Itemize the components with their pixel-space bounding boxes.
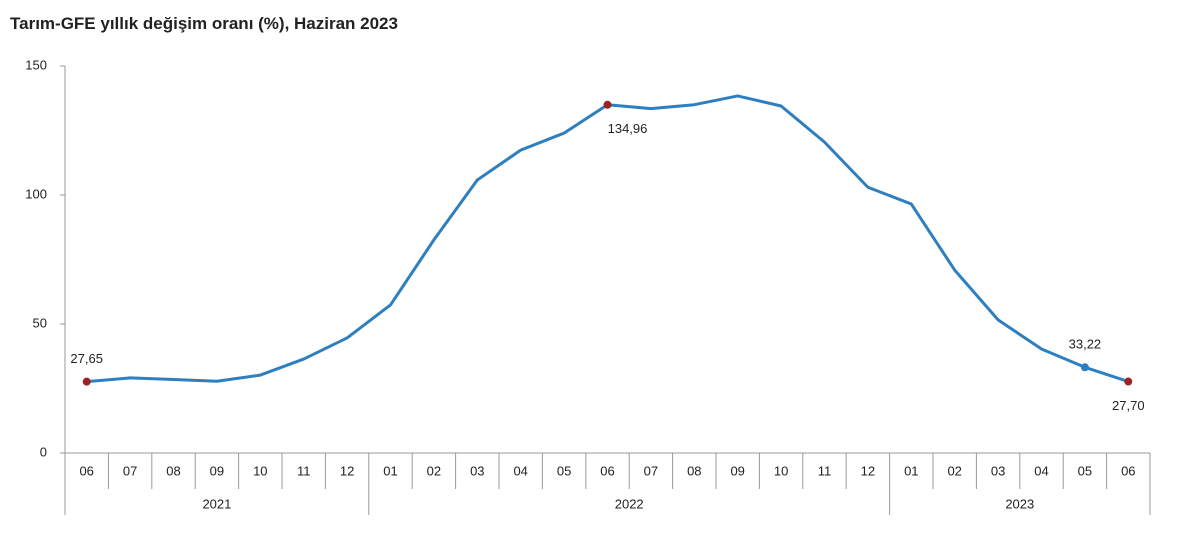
x-tick-label: 10 <box>253 463 267 478</box>
x-tick-label: 05 <box>557 463 571 478</box>
x-tick-label: 06 <box>79 463 93 478</box>
data-label: 33,22 <box>1069 337 1102 352</box>
y-tick-label: 100 <box>25 186 47 201</box>
x-tick-label: 02 <box>947 463 961 478</box>
x-tick-label: 11 <box>818 463 832 478</box>
x-tick-label: 12 <box>861 463 875 478</box>
year-label: 2021 <box>202 496 231 511</box>
point-marker <box>82 377 91 386</box>
x-tick-label: 06 <box>1121 463 1135 478</box>
year-label: 2023 <box>1005 496 1034 511</box>
x-tick-label: 07 <box>644 463 658 478</box>
x-tick-label: 09 <box>210 463 224 478</box>
year-label: 2022 <box>615 496 644 511</box>
y-tick-label: 50 <box>33 315 47 330</box>
x-tick-label: 07 <box>123 463 137 478</box>
x-tick-label: 08 <box>687 463 701 478</box>
point-marker <box>1080 363 1089 372</box>
data-label: 134,96 <box>608 121 648 136</box>
x-tick-label: 03 <box>991 463 1005 478</box>
x-tick-label: 09 <box>730 463 744 478</box>
x-tick-label: 02 <box>427 463 441 478</box>
x-tick-label: 01 <box>383 463 397 478</box>
x-tick-label: 12 <box>340 463 354 478</box>
data-label: 27,70 <box>1112 398 1145 413</box>
x-tick-label: 06 <box>600 463 614 478</box>
x-tick-label: 01 <box>904 463 918 478</box>
x-tick-label: 10 <box>774 463 788 478</box>
point-marker <box>603 100 612 109</box>
x-tick-label: 11 <box>297 463 311 478</box>
x-tick-label: 05 <box>1078 463 1092 478</box>
x-tick-label: 03 <box>470 463 484 478</box>
point-marker <box>1124 377 1133 386</box>
y-tick-label: 0 <box>40 444 47 459</box>
line-series <box>86 94 1129 384</box>
x-tick-label: 08 <box>166 463 180 478</box>
data-label: 27,65 <box>70 351 103 366</box>
x-tick-label: 04 <box>1034 463 1048 478</box>
x-tick-label: 04 <box>513 463 527 478</box>
chart-title: Tarım-GFE yıllık değişim oranı (%), Hazi… <box>10 14 398 33</box>
y-tick-label: 150 <box>25 57 47 72</box>
